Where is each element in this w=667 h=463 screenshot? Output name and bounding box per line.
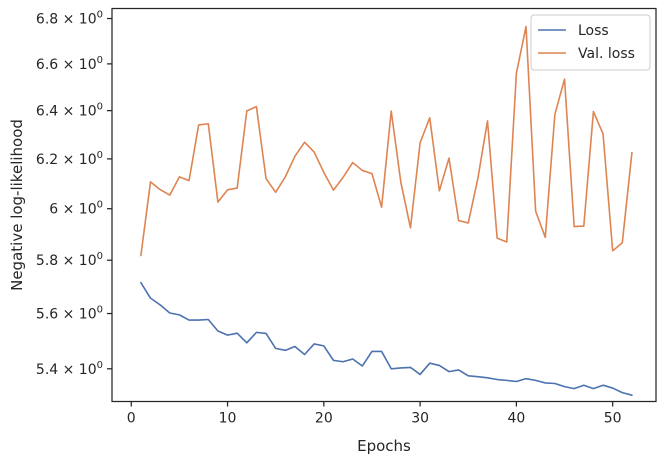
legend-label-loss: Loss xyxy=(578,23,609,39)
y-tick-label: 5.6 × 100 xyxy=(36,305,103,323)
x-tick-label: 50 xyxy=(604,411,622,427)
y-tick-label: 5.4 × 100 xyxy=(36,360,103,378)
x-axis-title: Epochs xyxy=(357,437,411,455)
x-tick-label: 0 xyxy=(127,411,136,427)
loss-line xyxy=(140,281,633,396)
legend: Loss Val. loss xyxy=(530,14,651,71)
x-tick-label: 20 xyxy=(315,411,333,427)
x-tick-label: 10 xyxy=(219,411,237,427)
y-axis-title: Negative log-likelihood xyxy=(8,119,26,291)
series-layer xyxy=(140,25,633,396)
legend-box xyxy=(530,14,651,71)
y-tick-label: 5.8 × 100 xyxy=(36,251,103,269)
x-tick-label: 30 xyxy=(411,411,429,427)
y-tick-label: 6.4 × 100 xyxy=(36,102,103,120)
y-tick-label: 6.6 × 100 xyxy=(36,55,103,73)
legend-label-val-loss: Val. loss xyxy=(578,46,635,62)
x-tick-label: 40 xyxy=(507,411,525,427)
plot-frame xyxy=(111,7,657,403)
y-tick-label: 6.8 × 100 xyxy=(36,10,103,28)
x-axis: 0 10 20 30 40 50 xyxy=(127,401,622,427)
y-tick-label: 6.2 × 100 xyxy=(36,150,103,168)
val-loss-line xyxy=(140,25,633,257)
y-axis: 5.4 × 100 5.6 × 100 5.8 × 100 6 × 100 6.2 × … xyxy=(36,10,112,378)
y-tick-label: 6 × 100 xyxy=(49,200,103,218)
